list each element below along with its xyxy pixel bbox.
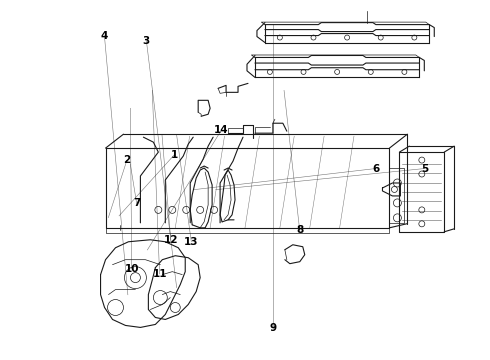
- Text: 13: 13: [184, 237, 198, 247]
- Text: 11: 11: [152, 269, 167, 279]
- Text: 4: 4: [101, 31, 108, 41]
- Text: 3: 3: [143, 36, 150, 46]
- Text: 10: 10: [124, 264, 139, 274]
- Text: 5: 5: [421, 163, 428, 174]
- Text: 9: 9: [270, 323, 277, 333]
- Text: 1: 1: [171, 150, 178, 160]
- Text: 6: 6: [372, 163, 379, 174]
- Text: 12: 12: [164, 235, 178, 245]
- Text: 2: 2: [123, 155, 130, 165]
- Text: 8: 8: [296, 225, 303, 235]
- Text: 14: 14: [214, 125, 229, 135]
- Text: 7: 7: [133, 198, 140, 208]
